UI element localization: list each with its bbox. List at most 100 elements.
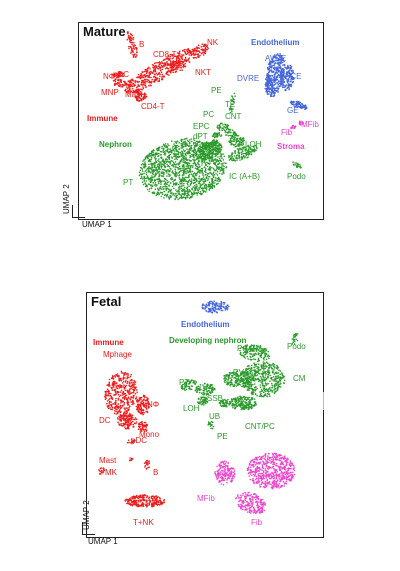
cell-point: [118, 409, 121, 411]
cell-point: [208, 155, 211, 158]
cell-point: [187, 52, 190, 54]
cell-point: [183, 144, 185, 146]
cell-point: [189, 190, 191, 192]
cell-point: [124, 385, 127, 388]
cell-point: [128, 406, 130, 409]
cell-point: [145, 496, 148, 499]
cell-point: [282, 64, 284, 66]
cell-point: [277, 62, 280, 64]
cell-point: [178, 192, 180, 195]
cell-point: [213, 184, 215, 187]
cell-point: [124, 408, 126, 411]
cell-point: [251, 149, 254, 152]
cell-point: [136, 95, 138, 98]
cell-point: [185, 170, 187, 173]
cell-point: [129, 79, 132, 82]
cell-point: [174, 55, 176, 58]
cell-point: [265, 90, 267, 93]
cell-point: [126, 378, 128, 380]
cell-point: [293, 127, 295, 130]
cell-point: [158, 80, 160, 83]
cell-point: [116, 375, 119, 378]
cell-point: [202, 143, 204, 145]
cell-point: [286, 66, 289, 69]
cell-point: [133, 379, 135, 382]
cell-point: [161, 78, 163, 81]
cell-point: [270, 77, 273, 79]
cell-point: [194, 148, 197, 151]
cell-point: [138, 501, 140, 503]
cell-point: [166, 73, 169, 76]
cell-point: [163, 197, 165, 199]
cell-point: [115, 397, 117, 400]
cell-point: [114, 392, 117, 394]
cell-point: [143, 172, 145, 175]
cell-point: [280, 70, 283, 72]
cell-point: [178, 156, 180, 159]
cell-point: [271, 57, 274, 59]
cell-point: [137, 91, 139, 94]
cell-point: [289, 83, 291, 86]
cell-point: [142, 98, 145, 101]
mature-umap-panel: Mature B CD8-T NK NKT NΦ pDC MNP Mast CD4-T AVRE D…: [78, 22, 324, 220]
cell-point: [110, 386, 112, 389]
cell-point: [137, 95, 140, 98]
cell-point: [144, 165, 147, 168]
cell-point: [199, 54, 201, 57]
cell-point: [224, 307, 226, 309]
cluster-mphage: [104, 370, 138, 416]
cell-point: [171, 160, 174, 163]
cell-point: [225, 127, 227, 129]
cell-point: [119, 391, 122, 393]
cell-point: [160, 163, 162, 165]
cell-point: [198, 159, 200, 162]
cluster-label: EPC: [193, 122, 210, 131]
cell-point: [287, 80, 289, 82]
cell-point: [175, 175, 177, 178]
cell-point: [295, 100, 298, 103]
cell-point: [212, 167, 215, 170]
cell-point: [300, 166, 302, 169]
cell-point: [274, 56, 276, 58]
cell-point: [145, 95, 148, 98]
cell-point: [194, 389, 197, 392]
cell-point: [286, 79, 288, 81]
cell-point: [145, 173, 148, 176]
cell-point: [173, 194, 175, 197]
cell-point: [138, 92, 141, 95]
cluster-pce: [279, 63, 295, 92]
cell-point: [204, 186, 206, 188]
cell-point: [199, 384, 202, 386]
cell-point: [141, 173, 144, 175]
cell-point: [208, 147, 210, 149]
cell-point: [237, 135, 240, 137]
cell-point: [114, 405, 117, 408]
cell-point: [229, 138, 232, 141]
cell-point: [233, 158, 235, 161]
cell-point: [175, 150, 177, 153]
cell-point: [143, 82, 145, 84]
cell-point: [170, 159, 173, 162]
cell-point: [130, 421, 133, 424]
cell-point: [140, 396, 143, 399]
cell-point: [218, 147, 221, 149]
cell-point: [185, 156, 187, 159]
cell-point: [182, 388, 184, 390]
cell-point: [120, 423, 122, 425]
cell-point: [127, 372, 129, 375]
cell-point: [215, 150, 217, 153]
cell-point: [287, 86, 290, 88]
cell-point: [273, 92, 276, 95]
cell-point: [163, 180, 165, 182]
cell-point: [214, 164, 217, 166]
cell-point: [162, 172, 165, 175]
cell-point: [175, 182, 178, 185]
cell-point: [185, 152, 188, 154]
cell-point: [136, 400, 138, 403]
cluster-mk: [98, 467, 105, 475]
cluster-dvre: [264, 74, 274, 95]
cell-point: [139, 75, 141, 78]
cluster-label: MNP: [101, 88, 119, 97]
cell-point: [194, 145, 196, 148]
cell-point: [171, 151, 173, 153]
